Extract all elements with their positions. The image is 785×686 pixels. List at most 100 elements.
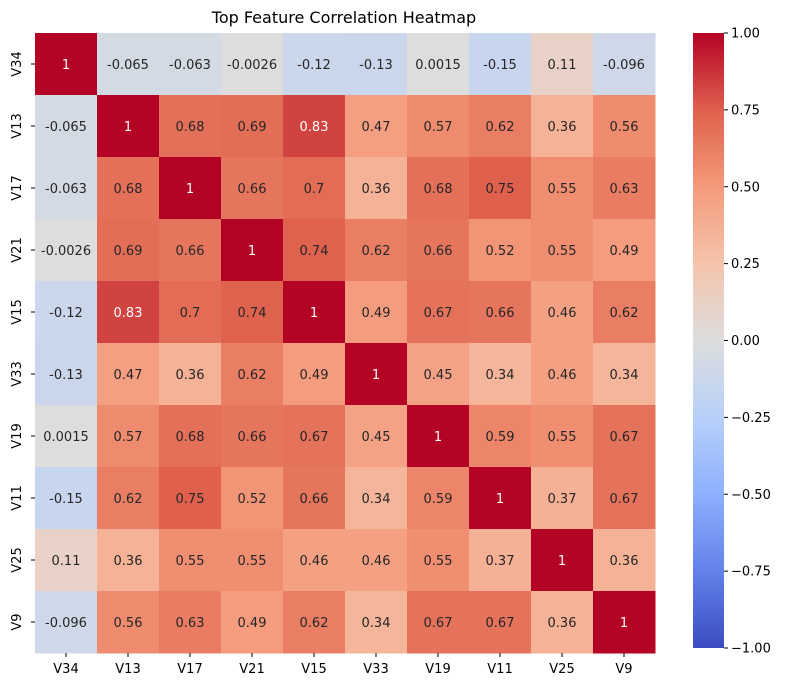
colorbar-tick-label: 0.75 bbox=[731, 103, 760, 118]
heatmap-cell bbox=[159, 95, 222, 158]
heatmap-cell bbox=[221, 591, 284, 654]
heatmap-cells: 1 -0.065 -0.063 -0.0026 -0.12 -0.13 0.0015 -0.1… bbox=[35, 33, 656, 654]
heatmap-cell bbox=[97, 219, 160, 282]
heatmap-cell bbox=[531, 95, 594, 158]
heatmap-cell bbox=[283, 157, 346, 220]
heatmap-cell bbox=[97, 281, 160, 344]
cell-value-label: 0.55 bbox=[548, 430, 577, 445]
cell-value-label: 0.36 bbox=[362, 182, 391, 197]
heatmap-cell bbox=[97, 591, 160, 654]
heatmap-cell bbox=[407, 33, 470, 96]
heatmap-cell bbox=[97, 157, 160, 220]
cell-value-label: 0.55 bbox=[548, 182, 577, 197]
cell-value-label: 0.74 bbox=[300, 244, 329, 259]
x-tick-label: V25 bbox=[549, 662, 574, 677]
cell-value-label: 0.34 bbox=[362, 492, 391, 507]
heatmap-cell bbox=[35, 343, 98, 406]
cell-value-label: 0.62 bbox=[114, 492, 143, 507]
cell-value-label: 1 bbox=[186, 182, 194, 197]
heatmap-cell bbox=[159, 281, 222, 344]
cell-value-label: 1 bbox=[434, 430, 442, 445]
y-tick-label: V11 bbox=[10, 485, 25, 510]
colorbar-tick-label: 0.50 bbox=[731, 180, 760, 195]
heatmap-cell bbox=[35, 529, 98, 592]
y-tick-label: V15 bbox=[10, 299, 25, 324]
heatmap-cell bbox=[159, 405, 222, 468]
cell-value-label: 0.75 bbox=[486, 182, 515, 197]
cell-value-label: 0.66 bbox=[300, 492, 329, 507]
cell-value-label: 0.68 bbox=[424, 182, 453, 197]
heatmap-cell bbox=[531, 343, 594, 406]
cell-value-label: 0.49 bbox=[300, 368, 329, 383]
heatmap-cell bbox=[283, 591, 346, 654]
heatmap-cell bbox=[159, 343, 222, 406]
heatmap-cell bbox=[35, 591, 98, 654]
cell-value-label: 0.74 bbox=[238, 306, 267, 321]
cell-value-label: 1 bbox=[558, 554, 566, 569]
heatmap-cell bbox=[221, 405, 284, 468]
heatmap-cell bbox=[345, 529, 408, 592]
heatmap-cell bbox=[407, 343, 470, 406]
cell-value-label: 1 bbox=[496, 492, 504, 507]
heatmap-cell bbox=[97, 343, 160, 406]
heatmap-cell bbox=[469, 33, 532, 96]
heatmap-cell bbox=[283, 343, 346, 406]
cell-value-label: 0.67 bbox=[610, 492, 639, 507]
heatmap-cell bbox=[345, 591, 408, 654]
cell-value-label: 0.36 bbox=[176, 368, 205, 383]
heatmap-cell bbox=[469, 95, 532, 158]
heatmap-cell bbox=[469, 591, 532, 654]
heatmap-cell bbox=[35, 467, 98, 530]
heatmap-cell bbox=[531, 467, 594, 530]
heatmap-cell bbox=[593, 529, 656, 592]
cell-value-label: 1 bbox=[62, 58, 70, 73]
heatmap-cell bbox=[159, 33, 222, 96]
chart-title: Top Feature Correlation Heatmap bbox=[211, 8, 476, 27]
cell-value-label: 0.55 bbox=[424, 554, 453, 569]
cell-value-label: 0.62 bbox=[362, 244, 391, 259]
heatmap-cell bbox=[531, 157, 594, 220]
heatmap-cell bbox=[345, 219, 408, 282]
y-tick-label: V21 bbox=[10, 237, 25, 262]
heatmap-cell bbox=[593, 33, 656, 96]
cell-value-label: 0.46 bbox=[548, 368, 577, 383]
colorbar-tick-label: −0.50 bbox=[731, 488, 771, 503]
cell-value-label: 0.59 bbox=[486, 430, 515, 445]
heatmap-cell bbox=[159, 591, 222, 654]
cell-value-label: 0.56 bbox=[114, 616, 143, 631]
cell-value-label: 0.55 bbox=[548, 244, 577, 259]
heatmap-cell bbox=[159, 467, 222, 530]
heatmap-cell bbox=[283, 467, 346, 530]
heatmap-cell bbox=[159, 157, 222, 220]
heatmap-cell bbox=[35, 405, 98, 468]
heatmap-cell bbox=[407, 529, 470, 592]
cell-value-label: 0.62 bbox=[610, 306, 639, 321]
cell-value-label: 0.56 bbox=[610, 120, 639, 135]
colorbar-tick-label: −0.25 bbox=[731, 411, 771, 426]
cell-value-label: 0.67 bbox=[424, 616, 453, 631]
heatmap-cell bbox=[97, 467, 160, 530]
cell-value-label: 0.37 bbox=[486, 554, 515, 569]
cell-value-label: 0.62 bbox=[238, 368, 267, 383]
cell-value-label: 1 bbox=[310, 306, 318, 321]
heatmap-cell bbox=[35, 281, 98, 344]
heatmap-cell bbox=[593, 281, 656, 344]
heatmap-cell bbox=[283, 33, 346, 96]
cell-value-label: 0.75 bbox=[176, 492, 205, 507]
heatmap-cell bbox=[345, 157, 408, 220]
heatmap-cell bbox=[35, 95, 98, 158]
heatmap-cell bbox=[345, 405, 408, 468]
heatmap-cell bbox=[283, 219, 346, 282]
heatmap-cell bbox=[469, 405, 532, 468]
heatmap-cell bbox=[593, 405, 656, 468]
cell-value-label: 0.49 bbox=[238, 616, 267, 631]
cell-value-label: 0.62 bbox=[300, 616, 329, 631]
colorbar-tick-label: 0.00 bbox=[731, 334, 760, 349]
cell-value-label: 0.63 bbox=[176, 616, 205, 631]
y-axis: V34 V13 V17 V21 V15 V33 V19 V11 V25 V9 bbox=[10, 51, 35, 631]
heatmap-cell bbox=[97, 405, 160, 468]
heatmap-cell bbox=[221, 467, 284, 530]
heatmap-cell bbox=[469, 343, 532, 406]
cell-value-label: 0.52 bbox=[238, 492, 267, 507]
heatmap-cell bbox=[407, 281, 470, 344]
